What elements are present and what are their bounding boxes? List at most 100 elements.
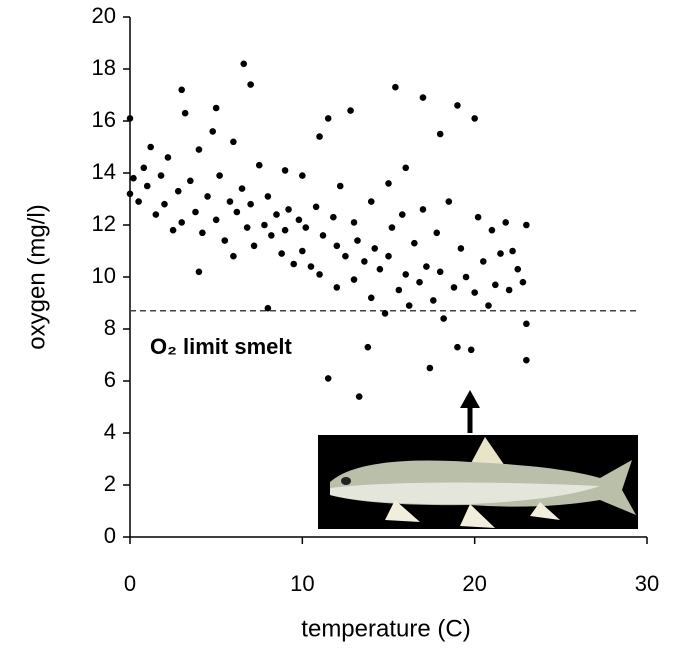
point	[479, 258, 487, 265]
point	[440, 315, 447, 322]
point	[319, 232, 327, 239]
point	[199, 229, 206, 237]
point	[457, 245, 465, 252]
point	[402, 164, 410, 172]
point	[342, 252, 349, 260]
point	[523, 320, 530, 328]
x-tick-label: 30	[635, 571, 659, 596]
fish-photo	[318, 435, 638, 529]
point	[347, 107, 354, 114]
point	[268, 232, 275, 239]
point	[505, 286, 513, 294]
point	[140, 164, 148, 172]
y-tick-label: 10	[92, 263, 116, 288]
point	[430, 297, 437, 304]
point	[509, 247, 516, 255]
y-tick-label: 16	[92, 107, 116, 132]
y-tick-label: 0	[104, 523, 116, 548]
point	[324, 375, 332, 382]
point	[376, 265, 384, 273]
point	[143, 182, 151, 190]
point	[354, 237, 361, 244]
point	[385, 180, 392, 187]
point	[355, 393, 363, 400]
point	[261, 221, 268, 229]
point	[497, 250, 504, 257]
point	[209, 128, 217, 135]
point	[164, 154, 172, 161]
point	[333, 242, 341, 250]
point	[336, 182, 344, 190]
point	[295, 216, 303, 224]
annotation: O₂ limit smelt	[150, 334, 292, 359]
point	[226, 198, 234, 205]
point	[398, 211, 406, 218]
point	[350, 276, 358, 283]
point	[281, 167, 289, 174]
point	[361, 258, 368, 265]
point	[195, 146, 203, 153]
point	[216, 172, 223, 179]
y-tick-label: 8	[104, 315, 116, 340]
x-tick-label: 0	[124, 571, 136, 596]
point	[316, 133, 323, 140]
point	[161, 200, 168, 208]
point	[454, 102, 461, 109]
point	[371, 245, 379, 252]
x-tick-label: 20	[462, 571, 486, 596]
point	[416, 278, 423, 286]
point	[471, 289, 478, 296]
point	[502, 219, 509, 226]
point	[243, 224, 251, 231]
y-tick-label: 6	[104, 367, 116, 392]
point	[273, 211, 280, 218]
x-axis-title: temperature (C)	[301, 615, 470, 642]
point	[169, 226, 177, 234]
point	[302, 224, 310, 231]
point	[152, 211, 160, 218]
point	[324, 115, 332, 122]
point	[364, 343, 372, 351]
point	[519, 278, 527, 286]
arrow	[460, 390, 480, 433]
point	[514, 265, 522, 273]
point	[381, 310, 389, 317]
point	[299, 172, 306, 179]
point	[388, 224, 396, 231]
y-tick-label: 4	[104, 419, 116, 444]
point	[255, 161, 263, 169]
point	[221, 237, 229, 244]
point	[462, 273, 470, 281]
point	[450, 284, 458, 291]
point	[307, 263, 315, 270]
point	[178, 86, 185, 94]
point	[395, 286, 403, 294]
point	[523, 221, 530, 229]
point	[405, 302, 413, 309]
point	[426, 364, 434, 372]
point	[240, 60, 248, 68]
point	[264, 304, 272, 312]
point	[474, 213, 482, 221]
point	[299, 247, 306, 255]
point	[204, 193, 211, 200]
point	[350, 219, 358, 226]
point	[419, 206, 427, 213]
point	[411, 239, 418, 247]
point	[385, 252, 392, 260]
point	[367, 198, 375, 205]
point	[181, 109, 189, 117]
point	[281, 226, 289, 234]
point	[312, 203, 320, 211]
point	[488, 226, 496, 234]
point	[333, 284, 341, 291]
y-tick-label: 18	[92, 55, 116, 80]
point	[230, 138, 237, 146]
point	[445, 198, 453, 205]
point	[174, 187, 182, 195]
point	[178, 219, 185, 226]
point	[278, 250, 285, 257]
point	[454, 343, 461, 351]
point	[247, 200, 254, 208]
